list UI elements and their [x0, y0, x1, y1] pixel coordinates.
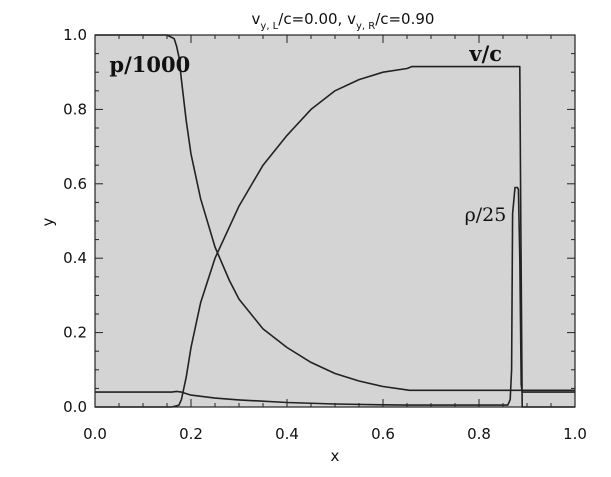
x-tick-label: 0.2 — [179, 425, 203, 443]
title-part-1: v — [252, 10, 261, 28]
x-tick-label: 0.4 — [275, 425, 299, 443]
x-tick-label: 1.0 — [563, 425, 587, 443]
y-tick-label: 0.8 — [63, 100, 87, 118]
title-sub-1: y, L — [260, 21, 278, 32]
x-tick-label: 0.8 — [467, 425, 491, 443]
y-tick-label: 0.0 — [63, 398, 87, 416]
y-tick-label: 1.0 — [63, 26, 87, 44]
y-tick-label: 0.6 — [63, 175, 87, 193]
y-tick-label: 0.2 — [63, 324, 87, 342]
plot-area-background — [95, 35, 575, 407]
y-tick-label: 0.4 — [63, 249, 87, 267]
x-tick-label: 0.0 — [83, 425, 107, 443]
series-line-pressure — [95, 34, 575, 392]
x-tick-label: 0.6 — [371, 425, 395, 443]
y-axis-label: y — [39, 217, 57, 226]
annotation-velocity: v/c — [468, 41, 502, 66]
annotation-density: ρ/25 — [465, 204, 507, 226]
title-part-mid: /c=0.00, v — [278, 10, 356, 28]
chart-title: vy, L/c=0.00, vy, R/c=0.90 — [252, 10, 435, 32]
series-line-velocity — [95, 65, 575, 408]
x-axis-label: x — [331, 447, 340, 465]
annotation-pressure: p/1000 — [109, 52, 190, 77]
ticks-layer: 0.0 0.2 0.4 0.6 0.8 1.0 0.0 0.2 0.4 0.6 0.8 1.0 — [63, 26, 587, 443]
title-sub-2: y, R — [356, 21, 375, 32]
title-part-end: /c=0.90 — [375, 10, 434, 28]
